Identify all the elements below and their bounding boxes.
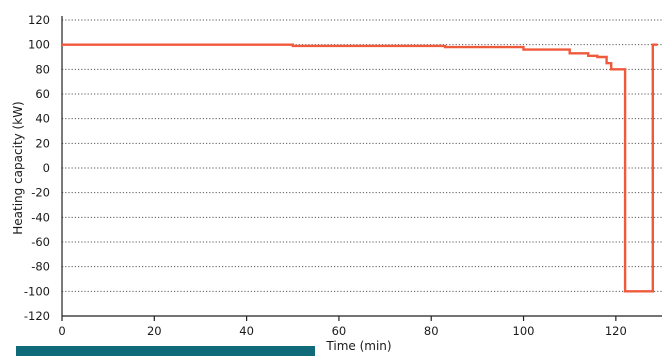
- y-tick-label: -40: [31, 210, 50, 224]
- x-tick-label: 0: [58, 324, 65, 338]
- y-tick-label: -20: [31, 186, 50, 200]
- x-tick-label: 100: [513, 324, 535, 338]
- y-tick-label: -80: [31, 260, 50, 274]
- x-tick-label: 40: [239, 324, 254, 338]
- x-tick-label: 120: [605, 324, 627, 338]
- y-axis-title: Heating capacity (kW): [11, 101, 25, 235]
- y-tick-label: 100: [28, 38, 50, 52]
- y-tick-label: 0: [43, 161, 50, 175]
- x-tick-label: 80: [424, 324, 439, 338]
- grid-lines: [62, 19, 662, 292]
- y-tick-label: -100: [24, 284, 50, 298]
- y-tick-label: -60: [31, 235, 50, 249]
- series-group: [62, 43, 658, 293]
- y-tick-label: 60: [35, 87, 50, 101]
- x-axis-title: Time (min): [325, 339, 391, 353]
- tick-labels: 120 100 80 60 40 20 0 -20 -40 -60 -80 -100 -120 0 20 40…: [24, 13, 627, 338]
- x-tick-label: 20: [147, 324, 162, 338]
- y-tick-label: -120: [24, 309, 50, 323]
- y-tick-label: 120: [28, 13, 50, 27]
- y-tick-label: 80: [35, 62, 50, 76]
- axes: [61, 16, 662, 321]
- footer-bar: [16, 346, 315, 356]
- x-tick-label: 60: [332, 324, 347, 338]
- y-tick-label: 20: [35, 136, 50, 150]
- series-line-0: [62, 43, 658, 293]
- y-tick-label: 40: [35, 112, 50, 126]
